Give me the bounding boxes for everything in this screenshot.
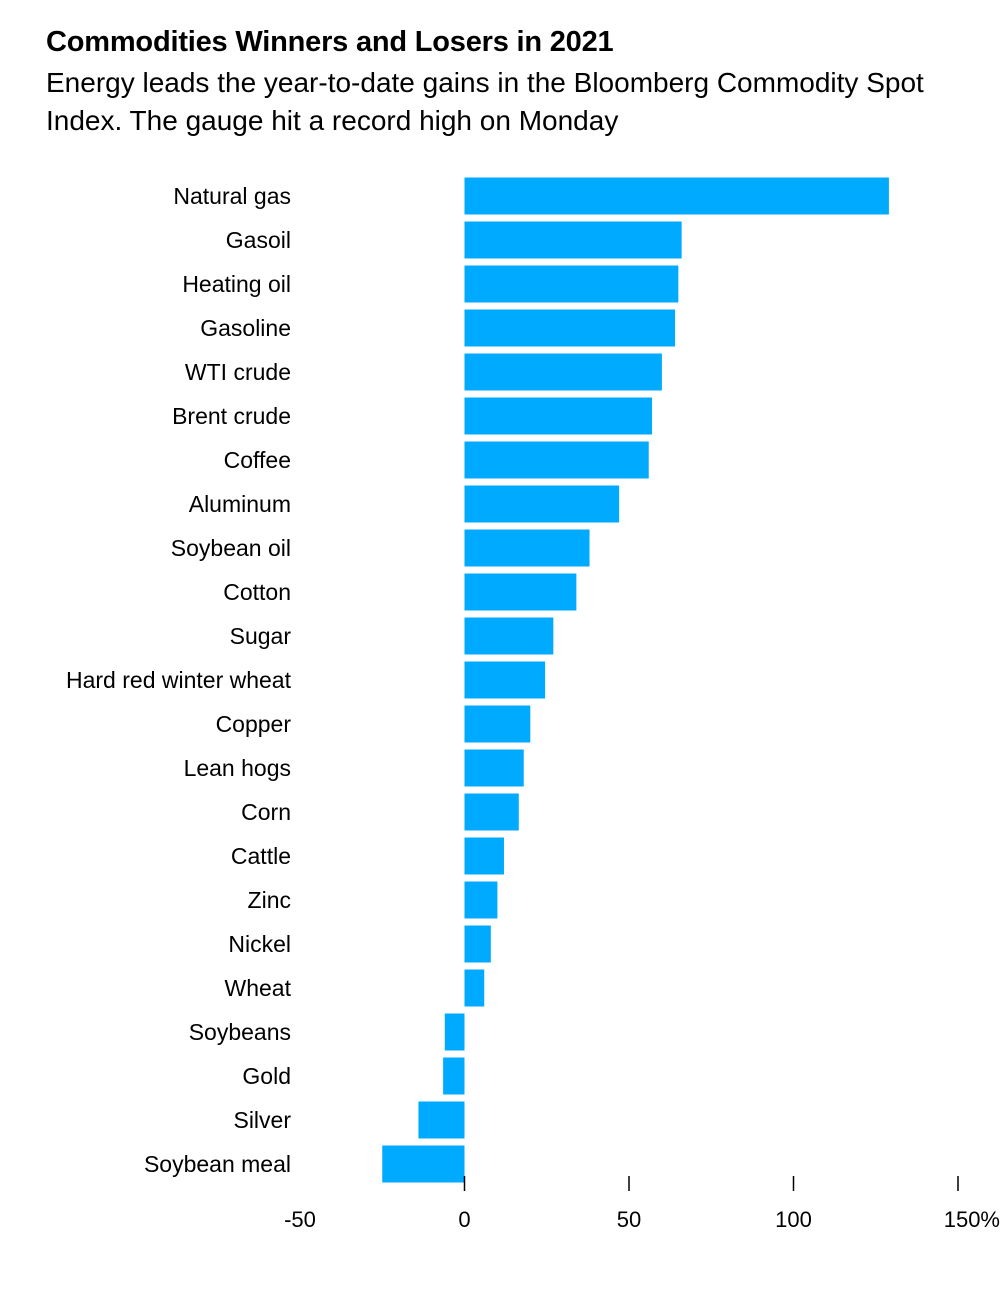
x-tick-label: 100 — [775, 1207, 812, 1232]
bar — [464, 969, 485, 1007]
bar — [443, 1057, 465, 1095]
category-label: Cattle — [231, 843, 291, 869]
category-label: Natural gas — [173, 183, 291, 209]
chart-subtitle: Energy leads the year-to-date gains in t… — [46, 67, 924, 136]
bar — [418, 1101, 465, 1139]
category-label: Gasoline — [200, 315, 291, 341]
category-label: Soybeans — [189, 1019, 291, 1045]
bar — [464, 309, 676, 347]
bar — [444, 1013, 465, 1051]
category-label: Wheat — [225, 975, 292, 1001]
bar — [464, 485, 620, 523]
category-label: Cotton — [223, 579, 291, 605]
chart-title: Commodities Winners and Losers in 2021 — [46, 26, 614, 58]
x-tick-label: 150% — [944, 1207, 1000, 1232]
category-label: Heating oil — [182, 271, 291, 297]
bar — [464, 793, 519, 831]
x-tick-label: 0 — [458, 1207, 470, 1232]
category-label: Gold — [242, 1063, 291, 1089]
bar — [464, 397, 653, 435]
category-label: WTI crude — [185, 359, 291, 385]
bar — [464, 221, 682, 259]
bar — [464, 837, 504, 875]
bar — [464, 573, 577, 611]
x-tick-label: -50 — [284, 1207, 316, 1232]
bar — [382, 1145, 465, 1183]
category-label: Copper — [216, 711, 292, 737]
category-label: Soybean oil — [171, 535, 291, 561]
category-label: Sugar — [230, 623, 292, 649]
category-label: Nickel — [228, 931, 291, 957]
bar — [464, 353, 662, 391]
bar — [464, 441, 649, 479]
bar — [464, 177, 889, 215]
bar — [464, 529, 590, 567]
category-label: Silver — [233, 1107, 291, 1133]
x-tick-label: 50 — [617, 1207, 641, 1232]
bar — [464, 749, 524, 787]
category-label: Soybean meal — [144, 1151, 291, 1177]
category-label: Zinc — [248, 887, 291, 913]
category-label: Coffee — [224, 447, 291, 473]
category-label: Aluminum — [189, 491, 291, 517]
category-label: Brent crude — [172, 403, 291, 429]
bar — [464, 705, 531, 743]
bar — [464, 925, 491, 963]
bar — [464, 661, 546, 699]
bar — [464, 265, 679, 303]
category-label: Corn — [241, 799, 291, 825]
bar — [464, 881, 498, 919]
category-label: Gasoil — [226, 227, 291, 253]
category-label: Hard red winter wheat — [66, 667, 292, 693]
bar — [464, 617, 554, 655]
category-label: Lean hogs — [184, 755, 291, 781]
